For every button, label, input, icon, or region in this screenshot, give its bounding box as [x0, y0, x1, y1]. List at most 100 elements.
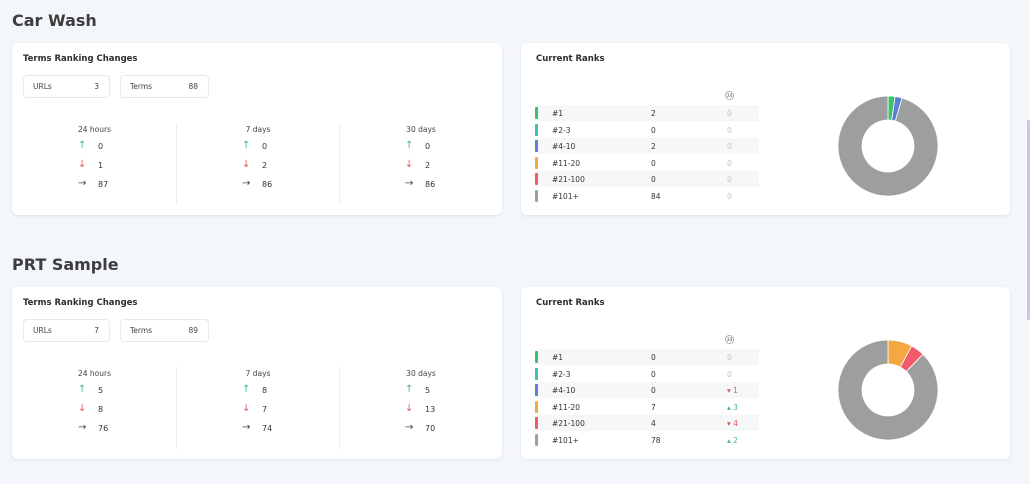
rank-count: 0: [651, 158, 656, 168]
card-title: Terms Ranking Changes: [23, 298, 138, 308]
change-down-count: 1: [98, 161, 104, 170]
rank-label: #21-100: [552, 419, 585, 428]
terms-value: 88: [188, 82, 198, 91]
period-column: 24 hours ↑ 0 ↓ 1 → 87: [13, 123, 176, 205]
rank-color-bar: [535, 433, 538, 446]
card-title: Current Ranks: [536, 298, 605, 308]
rank-label: #4-10: [552, 386, 576, 395]
period-column: 30 days ↑ 5 ↓ 13 → 70: [339, 367, 502, 449]
project-title[interactable]: Car Wash: [12, 11, 97, 30]
scrollbar[interactable]: [1027, 120, 1030, 320]
rank-row: #2-3 0 0: [535, 122, 759, 138]
rank-row: #1 0 0: [535, 349, 759, 365]
arrow-down-icon: ↓: [405, 159, 414, 170]
rank-row: #1 2 0: [535, 105, 759, 121]
change-up-count: 0: [98, 142, 104, 151]
rank-row: #21-100 4 ▾ 4: [535, 415, 759, 431]
rank-delta: 0: [727, 369, 732, 379]
rank-label: #11-20: [552, 158, 581, 168]
rank-count: 0: [651, 175, 656, 184]
rank-color-bar: [535, 367, 538, 380]
rank-row: #101+ 78 ▴ 2: [535, 432, 759, 448]
rank-delta: ▾ 4: [727, 419, 738, 428]
change-up-count: 0: [262, 142, 268, 151]
rank-label: #2-3: [552, 369, 571, 379]
arrow-down-icon: ↓: [242, 403, 251, 414]
period-column: 30 days ↑ 0 ↓ 2 → 86: [339, 123, 502, 205]
rank-color-bar: [535, 140, 538, 152]
rank-delta: ▴ 3: [727, 402, 738, 412]
terms-ranking-changes-card: Terms Ranking Changes URLs 3 Terms 88 24 hour…: [12, 43, 502, 215]
donut-slice[interactable]: [838, 340, 938, 440]
arrow-right-icon: →: [78, 422, 87, 433]
arrow-down-icon: ↓: [78, 403, 87, 414]
arrow-up-icon: ↑: [405, 140, 414, 151]
change-up-count: 5: [98, 386, 104, 395]
arrow-down-icon: ↓: [78, 159, 87, 170]
card-title: Terms Ranking Changes: [23, 54, 138, 64]
arrow-right-icon: →: [78, 178, 87, 189]
terms-value: 89: [188, 326, 198, 335]
arrow-down-icon: ↓: [405, 403, 414, 414]
rank-count: 0: [651, 369, 656, 379]
change-up-count: 8: [262, 386, 268, 395]
rank-delta: 0: [727, 109, 732, 118]
period-column: 7 days ↑ 8 ↓ 7 → 74: [176, 367, 339, 449]
change-up-count: 5: [425, 386, 431, 395]
change-flat-count: 86: [262, 180, 273, 189]
period-label: 7 days: [245, 125, 271, 134]
project-title[interactable]: PRT Sample: [12, 255, 119, 274]
terms-chip: Terms 89: [120, 319, 209, 342]
rank-color-bar: [535, 189, 538, 202]
arrow-up-icon: ↑: [78, 384, 87, 395]
period-label: 30 days: [406, 369, 436, 378]
ranks-donut-chart[interactable]: [838, 96, 938, 196]
change-down-count: 8: [98, 405, 104, 414]
rank-row: #4-10 2 0: [535, 138, 759, 154]
rank-delta: 0: [727, 353, 732, 362]
rank-delta: 0: [727, 158, 732, 168]
arrow-up-icon: ↑: [405, 384, 414, 395]
arrow-up-icon: ↑: [78, 140, 87, 151]
rank-count: 2: [651, 142, 656, 151]
period-column: 7 days ↑ 0 ↓ 2 → 86: [176, 123, 339, 205]
rank-count: 84: [651, 191, 661, 201]
rank-count: 4: [651, 419, 656, 428]
period-column: 24 hours ↑ 5 ↓ 8 → 76: [13, 367, 176, 449]
terms-label: Terms: [130, 82, 153, 91]
rank-color-bar: [535, 417, 538, 429]
card-title: Current Ranks: [536, 54, 605, 64]
clock-24h-icon: 24: [725, 335, 734, 344]
change-down-count: 2: [262, 161, 268, 170]
ranks-donut-chart[interactable]: [838, 340, 938, 440]
period-label: 24 hours: [77, 125, 111, 134]
rank-label: #2-3: [552, 125, 571, 135]
rank-label: #101+: [552, 191, 579, 201]
rank-row: #2-3 0 0: [535, 366, 759, 382]
rank-label: #1: [552, 109, 564, 118]
rank-row: #4-10 0 ▾ 1: [535, 382, 759, 398]
rank-color-bar: [535, 173, 538, 185]
rank-delta: ▾ 1: [727, 386, 738, 395]
rank-row: #101+ 84 0: [535, 188, 759, 204]
change-flat-count: 76: [98, 424, 109, 433]
project-section: Car Wash Terms Ranking Changes URLs 3 Terms 8…: [0, 0, 1030, 240]
change-down-count: 2: [425, 161, 431, 170]
rank-delta: 0: [727, 175, 732, 184]
rank-delta: ▴ 2: [727, 435, 738, 445]
urls-label: URLs: [33, 326, 52, 335]
urls-value: 7: [94, 326, 99, 335]
arrow-right-icon: →: [242, 178, 251, 189]
rank-label: #21-100: [552, 175, 585, 184]
terms-chip: Terms 88: [120, 75, 209, 98]
donut-slice[interactable]: [838, 96, 938, 196]
period-label: 24 hours: [77, 369, 111, 378]
urls-label: URLs: [33, 82, 52, 91]
arrow-down-icon: ↓: [242, 159, 251, 170]
period-label: 7 days: [245, 369, 271, 378]
rank-row: #21-100 0 0: [535, 171, 759, 187]
rank-label: #11-20: [552, 402, 581, 412]
arrow-right-icon: →: [405, 178, 414, 189]
rank-row: #11-20 7 ▴ 3: [535, 399, 759, 415]
project-section: PRT Sample Terms Ranking Changes URLs 7 Term…: [0, 244, 1030, 484]
